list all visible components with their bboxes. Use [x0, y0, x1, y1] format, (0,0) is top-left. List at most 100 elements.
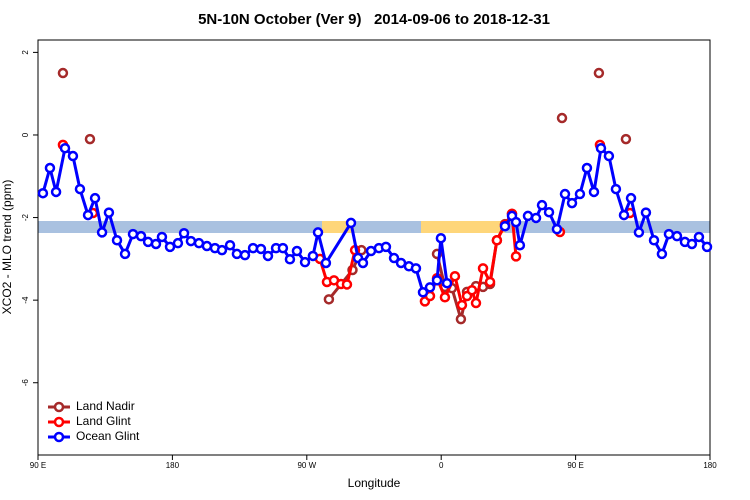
legend-label: Ocean Glint: [76, 429, 140, 443]
point: [239, 249, 251, 261]
point: [150, 238, 162, 250]
land-band: [421, 221, 505, 233]
point: [620, 133, 632, 145]
point: [119, 248, 131, 260]
legend-label: Land Glint: [76, 414, 131, 428]
point: [618, 209, 630, 221]
point: [441, 277, 453, 289]
y-tick-label: 0: [21, 132, 30, 137]
point: [231, 248, 243, 260]
point: [656, 248, 668, 260]
point: [536, 199, 548, 211]
point: [164, 241, 176, 253]
point: [277, 242, 289, 254]
point: [640, 207, 652, 218]
point: [201, 240, 213, 252]
point: [633, 227, 645, 238]
point: [566, 197, 578, 209]
point: [103, 207, 115, 218]
point: [37, 187, 49, 199]
point: [514, 239, 526, 251]
point: [216, 244, 228, 256]
point: [135, 230, 147, 242]
point: [477, 263, 489, 274]
legend-label: Land Nadir: [76, 399, 135, 413]
y-tick-label: 2: [21, 50, 30, 55]
point: [686, 238, 698, 250]
point: [456, 299, 468, 311]
point: [89, 192, 101, 204]
x-tick-label: 0: [439, 461, 444, 470]
point: [663, 228, 675, 240]
chart-title: 5N-10N October (Ver 9) 2014-09-06 to 201…: [198, 11, 550, 28]
point: [67, 150, 79, 162]
point: [543, 206, 555, 218]
point: [588, 186, 600, 198]
point: [57, 67, 69, 79]
point: [291, 245, 303, 257]
point: [701, 241, 713, 253]
x-tick-label: 90 E: [30, 461, 46, 470]
point: [625, 192, 637, 204]
point: [510, 251, 522, 262]
point: [671, 230, 683, 242]
point: [491, 235, 503, 246]
point: [255, 243, 267, 255]
y-tick-label: -4: [21, 296, 30, 304]
point: [178, 228, 190, 239]
point: [574, 188, 586, 200]
point: [522, 210, 534, 222]
point: [380, 241, 392, 253]
point: [484, 276, 496, 288]
point: [510, 216, 522, 228]
legend-marker: [53, 431, 65, 443]
point: [50, 186, 62, 198]
point: [693, 231, 705, 243]
point: [417, 287, 429, 298]
point: [435, 232, 447, 244]
point: [610, 183, 622, 195]
surface-band: [38, 221, 710, 233]
point: [595, 142, 607, 154]
point: [559, 188, 571, 200]
x-tick-label: 180: [166, 461, 180, 470]
y-tick-label: -6: [21, 379, 30, 387]
point: [581, 162, 593, 174]
point: [127, 228, 139, 240]
point: [312, 227, 324, 238]
y-axis-label: XCO2 - MLO trend (ppm): [0, 180, 14, 315]
x-tick-label: 180: [703, 461, 717, 470]
point: [172, 237, 184, 249]
point: [530, 212, 542, 224]
point: [648, 235, 660, 246]
legend-marker: [53, 401, 65, 413]
point: [74, 183, 86, 195]
point: [439, 292, 451, 303]
point: [341, 279, 353, 290]
point: [410, 263, 422, 274]
point: [262, 250, 274, 262]
point: [299, 256, 311, 268]
point: [59, 142, 71, 154]
point: [424, 282, 436, 293]
point: [603, 150, 615, 162]
point: [224, 239, 236, 251]
point: [345, 217, 357, 229]
series-line: [41, 145, 709, 295]
point: [156, 231, 168, 243]
point: [556, 112, 568, 124]
point: [96, 227, 108, 238]
point: [466, 284, 478, 296]
point: [44, 162, 56, 174]
point: [431, 275, 443, 286]
point: [111, 235, 123, 246]
point: [320, 257, 332, 269]
point: [357, 257, 369, 269]
point: [84, 133, 96, 145]
x-tick-label: 90 W: [297, 461, 316, 470]
point: [499, 220, 511, 232]
point: [185, 235, 197, 247]
x-tick-label: 90 E: [567, 461, 583, 470]
